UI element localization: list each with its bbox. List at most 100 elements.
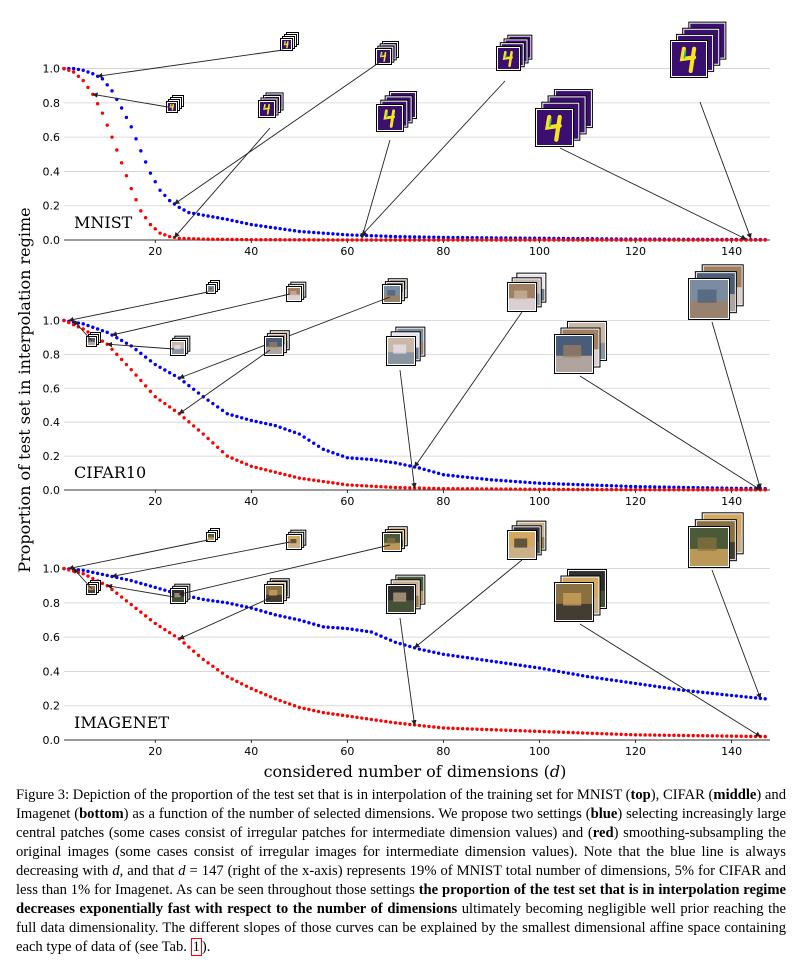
data-point [523, 238, 527, 242]
data-point [566, 482, 570, 486]
data-point [393, 640, 398, 644]
data-point [532, 481, 537, 485]
data-point [412, 238, 417, 242]
data-point [504, 238, 508, 242]
data-point [504, 728, 508, 732]
data-point [629, 487, 633, 492]
data-point [119, 106, 124, 110]
data-point [259, 690, 263, 695]
data-point [268, 469, 273, 473]
data-point [427, 235, 431, 239]
data-point [182, 416, 186, 420]
data-point [513, 479, 518, 484]
data-point [681, 488, 686, 492]
data-point [211, 599, 215, 603]
annotation-arrow [111, 541, 291, 579]
data-point [542, 667, 546, 671]
annotation-arrow [97, 49, 284, 79]
data-point [153, 362, 157, 367]
x-tick-label: 100 [529, 495, 550, 508]
data-point [672, 733, 676, 738]
x-tick-label: 20 [148, 495, 162, 508]
data-point [657, 238, 662, 242]
data-point [701, 238, 705, 242]
data-point [561, 730, 566, 734]
thumbnail-image [206, 284, 216, 294]
data-point [480, 238, 484, 242]
data-point [427, 724, 431, 729]
data-point [749, 734, 753, 739]
data-point [725, 734, 729, 738]
data-point [355, 233, 359, 237]
data-point [153, 180, 157, 184]
table-reference-link[interactable]: 1 [190, 938, 202, 956]
data-point [417, 647, 422, 651]
data-point [105, 123, 109, 127]
data-point [249, 237, 254, 242]
thumbnail-image [382, 532, 402, 552]
data-point [374, 458, 378, 462]
data-point [480, 727, 484, 732]
y-tick-label: 0.0 [43, 734, 61, 747]
data-point [432, 650, 436, 654]
data-point [201, 237, 205, 241]
data-point [518, 729, 522, 733]
data-point [153, 621, 157, 626]
x-tick-label: 100 [529, 745, 550, 758]
data-point [753, 734, 758, 739]
data-point [235, 414, 239, 419]
data-point [427, 486, 431, 490]
data-point [292, 430, 297, 435]
data-point [379, 484, 383, 489]
data-point [158, 188, 162, 192]
data-point [556, 482, 561, 486]
data-point [499, 478, 503, 483]
y-tick-label: 0.4 [43, 665, 61, 678]
data-point [374, 238, 378, 242]
data-point [528, 664, 532, 669]
data-point [595, 731, 599, 736]
data-point [614, 238, 619, 242]
data-point [422, 467, 426, 472]
data-point [547, 481, 551, 486]
data-point [422, 235, 426, 239]
data-point [254, 607, 258, 612]
data-point [624, 680, 628, 684]
data-point [211, 215, 215, 219]
data-point [360, 483, 364, 488]
data-point [297, 705, 302, 710]
data-point [566, 730, 570, 735]
data-point [648, 733, 652, 737]
data-point [355, 715, 359, 720]
data-point [556, 730, 561, 734]
data-point [508, 662, 513, 666]
data-point [360, 628, 364, 633]
data-point [417, 235, 422, 239]
data-point [278, 425, 282, 429]
annotation-arrow [361, 80, 506, 236]
data-point [681, 733, 686, 738]
data-point [100, 572, 105, 577]
data-point [240, 416, 244, 420]
data-point [374, 718, 378, 722]
data-point [657, 487, 662, 492]
data-point [302, 619, 306, 624]
data-point [624, 484, 628, 488]
data-point [163, 588, 167, 592]
data-point [729, 734, 734, 738]
data-point [316, 623, 321, 628]
data-point [148, 359, 153, 363]
y-tick-label: 0.2 [43, 450, 61, 463]
data-point [316, 709, 321, 714]
data-point [446, 726, 450, 730]
data-point [249, 686, 254, 691]
thumbnail-image [264, 336, 284, 356]
data-point [489, 478, 494, 482]
data-point [403, 722, 407, 726]
data-point [143, 216, 148, 220]
data-point [393, 461, 398, 465]
data-point [566, 487, 570, 492]
data-point [264, 421, 268, 426]
data-point [739, 734, 743, 738]
x-tick-label: 140 [721, 495, 742, 508]
